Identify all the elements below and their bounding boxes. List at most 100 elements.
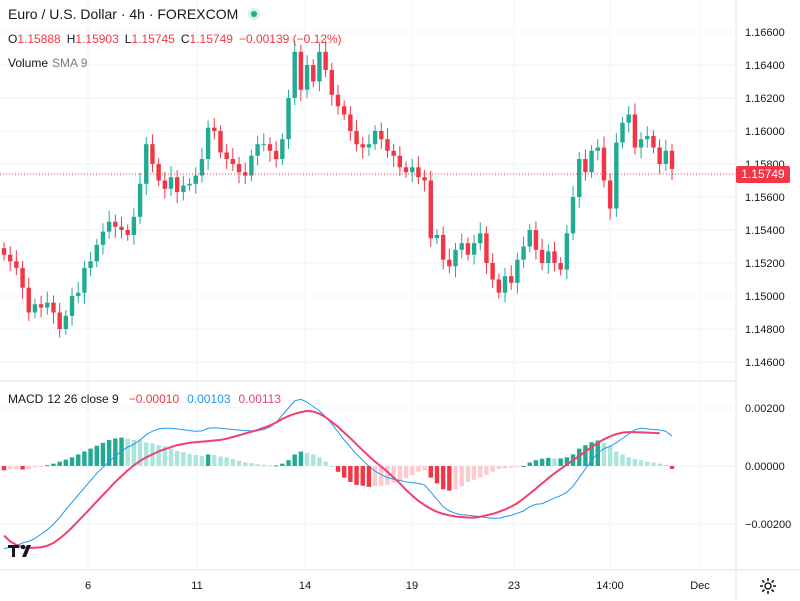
macd-histogram-bar (199, 455, 205, 466)
macd-histogram-bar (645, 461, 650, 466)
candles (1, 40, 675, 338)
market-status-icon[interactable] (248, 8, 261, 20)
macd-histogram-bar (348, 466, 353, 482)
candle-down (14, 261, 19, 268)
candle-up (292, 51, 297, 98)
candle-up (63, 315, 69, 329)
candle-up (249, 155, 254, 176)
macd-pane (1, 398, 675, 550)
candle-down (601, 147, 607, 181)
candle-down (218, 131, 223, 153)
macd-histogram-bar (614, 451, 619, 466)
price-tick-label: 1.14600 (745, 357, 785, 369)
candle-down (657, 147, 662, 164)
macd-histogram-bar (20, 466, 25, 470)
candle-down (273, 150, 279, 160)
macd-axis[interactable]: 0.00200 0.00000 −0.00200 (745, 403, 791, 531)
macd-histogram-bar (212, 454, 217, 466)
candle-up (546, 251, 551, 263)
candle-up (286, 98, 291, 140)
gear-icon[interactable] (758, 576, 778, 601)
close-value: 1.15749 (189, 32, 233, 46)
macd-histogram-bar (218, 456, 223, 466)
macd-histogram-bar (181, 452, 186, 466)
change-value: −0.00139 (−0.12%) (238, 32, 342, 46)
macd-histogram-bar (131, 439, 137, 466)
macd-histogram-bar (261, 464, 266, 466)
candle-down (323, 51, 328, 70)
time-tick-label: 14 (299, 580, 311, 592)
time-tick-label: 19 (406, 580, 418, 592)
candle-down (7, 254, 13, 262)
macd-histogram-bar (663, 464, 669, 466)
candle-up (205, 127, 211, 160)
macd-histogram-bar (69, 457, 75, 466)
volume-legend[interactable]: Volume SMA 9 (8, 56, 87, 70)
candle-up (626, 114, 631, 123)
macd-histogram-bar (100, 442, 106, 466)
tradingview-logo-icon[interactable] (6, 542, 40, 560)
candle-up (589, 150, 594, 173)
candle-down (156, 164, 161, 181)
price-axis[interactable]: 1.14600 1.14800 1.15000 1.15200 1.15400 1.156… (735, 0, 785, 600)
macd-legend[interactable]: MACD 12 26 close 9 −0.00010 0.00103 0.00113 (8, 392, 281, 406)
high-value: 1.15903 (75, 32, 119, 46)
time-tick-label: 14:00 (596, 580, 624, 592)
time-axis[interactable]: 6 11 14 19 23 14:00 Dec (0, 569, 800, 592)
macd-histogram-bar (162, 446, 168, 466)
macd-histogram-bar (422, 466, 427, 471)
candle-up (570, 197, 576, 234)
candle-up (317, 51, 322, 82)
candle-down (632, 114, 638, 148)
candle-up (137, 183, 143, 217)
time-tick-label: 11 (191, 580, 202, 592)
macd-histogram-bar (484, 466, 489, 475)
macd-histogram-bar (1, 466, 7, 471)
macd-histogram-bar (304, 452, 310, 466)
macd-histogram-bar (440, 466, 446, 490)
low-label: L (124, 32, 132, 46)
candle-up (106, 221, 112, 232)
candle-down (416, 167, 421, 178)
candle-down (20, 267, 25, 288)
time-tick-label: Dec (690, 580, 710, 592)
macd-histogram-bar (416, 466, 421, 472)
macd-histogram-bar (298, 451, 304, 466)
macd-histogram-bar (317, 457, 322, 466)
macd-histogram-bar (82, 451, 87, 466)
macd-histogram-bar (564, 457, 570, 466)
price-tick-label: 1.16000 (745, 126, 785, 138)
macd-histogram-bar (626, 457, 631, 466)
candle-up (82, 267, 87, 293)
candle-up (366, 144, 372, 148)
time-tick-label: 23 (508, 580, 520, 592)
high-label: H (66, 32, 76, 46)
candle-down (440, 234, 446, 260)
candle-down (311, 65, 316, 82)
candle-up (255, 144, 260, 156)
macd-histogram-bar (32, 466, 38, 468)
symbol-legend[interactable]: Euro / U.S. Dollar · 4h · FOREXCOM (8, 6, 261, 22)
candle-down (484, 233, 489, 263)
price-tick-label: 1.16600 (745, 27, 785, 39)
macd-hist-value: −0.00010 (128, 392, 180, 406)
candle-up (94, 244, 99, 262)
macd-histogram-bar (428, 466, 433, 478)
signal-line (3, 409, 660, 549)
candle-down (174, 177, 180, 193)
candle-up (620, 122, 625, 143)
macd-histogram-bar (434, 466, 440, 484)
macd-histogram-bar (385, 466, 390, 485)
candle-up (645, 135, 650, 140)
candle-up (638, 139, 644, 148)
price-tick-label: 1.15200 (745, 258, 785, 270)
macd-histogram-bar (471, 466, 477, 480)
candle-down (403, 167, 409, 173)
candle-down (385, 139, 390, 151)
candle-up (144, 144, 149, 184)
candle-up (261, 144, 266, 146)
macd-histogram-bar (453, 466, 458, 490)
macd-signal-value: 0.00113 (238, 392, 282, 406)
macd-histogram-bar (113, 438, 118, 466)
